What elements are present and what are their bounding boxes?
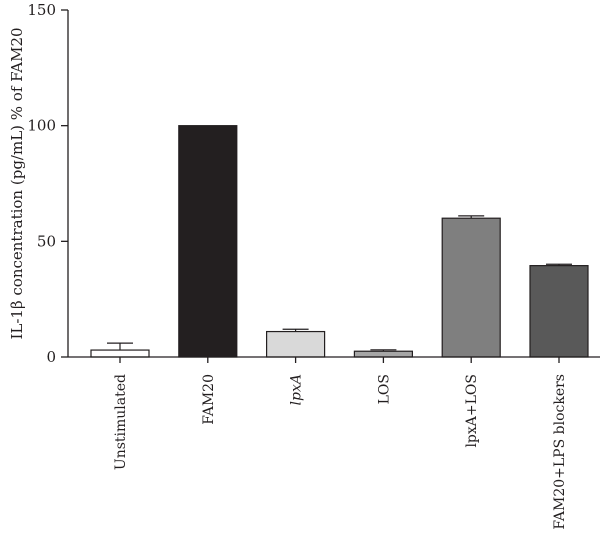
y-ticks-layer: 0 50 100 150 [27,1,68,366]
bar [529,265,589,358]
y-tick-label: 150 [27,1,56,19]
x-category-label: FAM20 [201,374,217,425]
x-category-label: lpxA+LOS [464,374,480,448]
bar [178,125,238,358]
axes-layer [67,10,600,358]
x-category-label: lpxA [289,374,305,405]
x-category-label: LOS [376,374,392,404]
error-bar [107,342,133,351]
y-tick-label: 100 [27,117,56,135]
x-labels-layer: Unstimulated FAM20 lpxA LOS lpxA+LOS FAM20+LP… [113,357,568,530]
bar [353,350,413,358]
error-bar [458,215,485,219]
bar [441,217,501,358]
error-bar [370,349,397,352]
error-bar [282,328,309,332]
bar [90,349,150,358]
error-bars-layer [107,215,572,352]
y-tick-label: 50 [37,232,56,250]
error-bar [546,263,572,266]
bars-layer [90,125,589,358]
x-category-label: FAM20+LPS blockers [552,374,568,530]
x-category-label: Unstimulated [113,374,129,470]
y-axis-title: IL-1β concentration (pg/mL) % of FAM20 [8,27,26,339]
y-tick-label: 0 [46,348,56,366]
bar [266,330,326,358]
